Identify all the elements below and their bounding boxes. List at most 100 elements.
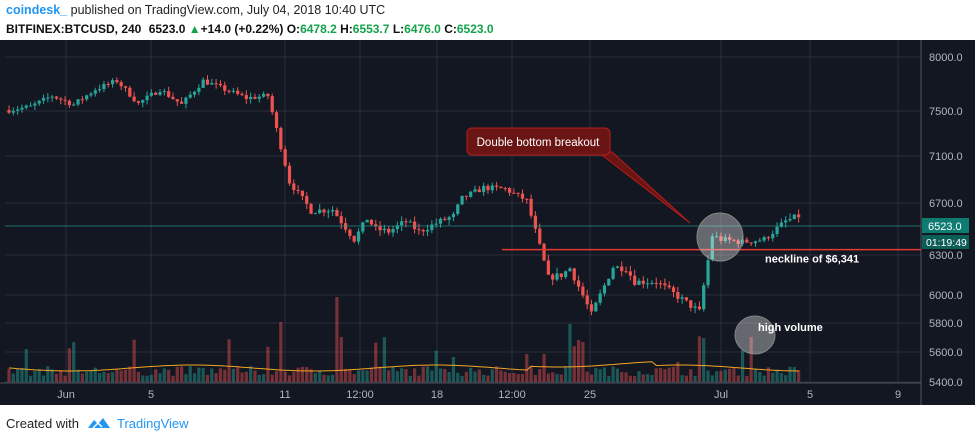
y-tick-label: 5400.0	[929, 377, 963, 389]
candle-body	[425, 230, 430, 232]
candle-body	[663, 283, 667, 286]
volume-bar	[637, 371, 641, 382]
candle-body	[318, 209, 322, 214]
volume-bar	[305, 367, 309, 382]
volume-bar	[184, 374, 188, 382]
candle-body	[723, 237, 727, 241]
candle-body	[512, 192, 516, 194]
candle-body	[292, 183, 296, 190]
volume-bar	[309, 369, 313, 382]
candle-body	[348, 229, 352, 236]
candle-body	[154, 92, 158, 95]
volume-bar	[20, 367, 24, 382]
callout-text: Double bottom breakout	[477, 137, 601, 149]
candle-body	[477, 189, 481, 193]
last-price: 6523.0	[148, 22, 186, 36]
volume-bar	[270, 374, 274, 382]
published-text: published on TradingView.com, July 04, 2…	[70, 3, 386, 17]
candle-body	[486, 185, 490, 191]
candle-body	[771, 234, 775, 239]
candle-body	[581, 286, 585, 296]
volume-bar	[158, 373, 162, 382]
author-link[interactable]: coindesk_	[6, 3, 68, 17]
volume-bar	[486, 375, 490, 382]
candle-body	[11, 110, 15, 113]
volume-bar	[391, 367, 395, 382]
candle-body	[732, 239, 736, 241]
volume-bar	[533, 374, 538, 382]
candle-body	[538, 228, 542, 244]
volume-bar	[447, 371, 451, 382]
neckline-label: neckline of $6,341	[765, 254, 859, 266]
volume-bar	[667, 367, 671, 382]
volume-bar	[555, 373, 559, 382]
candle-body	[473, 189, 477, 192]
volume-bar	[192, 373, 197, 382]
volume-bar	[758, 371, 762, 382]
candle-body	[339, 216, 343, 224]
volume-bar	[335, 297, 339, 382]
high-label: H:	[340, 22, 353, 36]
volume-bar	[175, 366, 179, 382]
y-tick-label: 5600.0	[929, 347, 963, 359]
volume-bar	[123, 369, 128, 382]
candle-body	[766, 237, 771, 239]
candle-body	[434, 223, 438, 225]
candle-body	[102, 83, 106, 90]
x-tick-label: Jun	[57, 389, 75, 401]
volume-bar	[710, 375, 714, 382]
y-tick-label: 7100.0	[929, 151, 963, 163]
candle-body	[231, 90, 235, 92]
candle-body	[564, 271, 568, 278]
volume-bar	[650, 374, 654, 382]
candle-body	[417, 229, 421, 231]
tradingview-link[interactable]: TradingView	[117, 416, 189, 431]
candle-body	[253, 96, 257, 99]
candle-body	[365, 219, 369, 223]
volume-bar	[249, 366, 253, 382]
candle-body	[28, 105, 33, 107]
candle-body	[184, 97, 188, 104]
volume-bar	[313, 373, 317, 382]
candle-body	[132, 96, 136, 102]
volume-bar	[585, 371, 589, 382]
volume-bar	[296, 367, 300, 382]
volume-bar	[356, 370, 361, 382]
candle-body	[309, 203, 313, 214]
volume-bar	[494, 366, 499, 382]
volume-bar	[576, 339, 581, 382]
price-chart[interactable]: 5400.0 5600.0 5800.0 6000.0 6300.0 6700.0 7100…	[0, 40, 975, 405]
volume-bar	[624, 372, 628, 382]
candle-body	[93, 90, 97, 94]
volume-bar	[374, 342, 378, 382]
volume-bar	[520, 373, 525, 382]
candle-body	[464, 195, 468, 197]
candle-body	[257, 96, 261, 99]
volume-bar	[365, 370, 369, 382]
candle-body	[598, 293, 602, 303]
volume-bar	[50, 369, 54, 382]
volume-bar	[451, 357, 456, 382]
candle-body	[41, 97, 46, 101]
candle-body	[171, 96, 175, 100]
candle-body	[283, 149, 287, 166]
volume-bar	[443, 369, 447, 382]
low-value: 6476.0	[404, 22, 441, 36]
volume-bar	[477, 369, 481, 382]
candle-body	[16, 109, 20, 111]
candle-body	[400, 221, 404, 226]
callout-box	[466, 127, 611, 156]
volume-bar	[236, 367, 240, 382]
candle-body	[404, 221, 408, 223]
candle-body	[59, 98, 63, 100]
volume-bar	[41, 375, 46, 382]
volume-bar	[106, 373, 110, 382]
volume-bar	[663, 369, 667, 382]
volume-bar	[568, 324, 572, 382]
volume-bar	[145, 375, 149, 382]
candle-body	[607, 278, 611, 286]
candle-body	[576, 280, 581, 287]
candle-body	[671, 287, 676, 292]
candle-body	[149, 92, 153, 96]
volume-bar	[607, 375, 611, 382]
